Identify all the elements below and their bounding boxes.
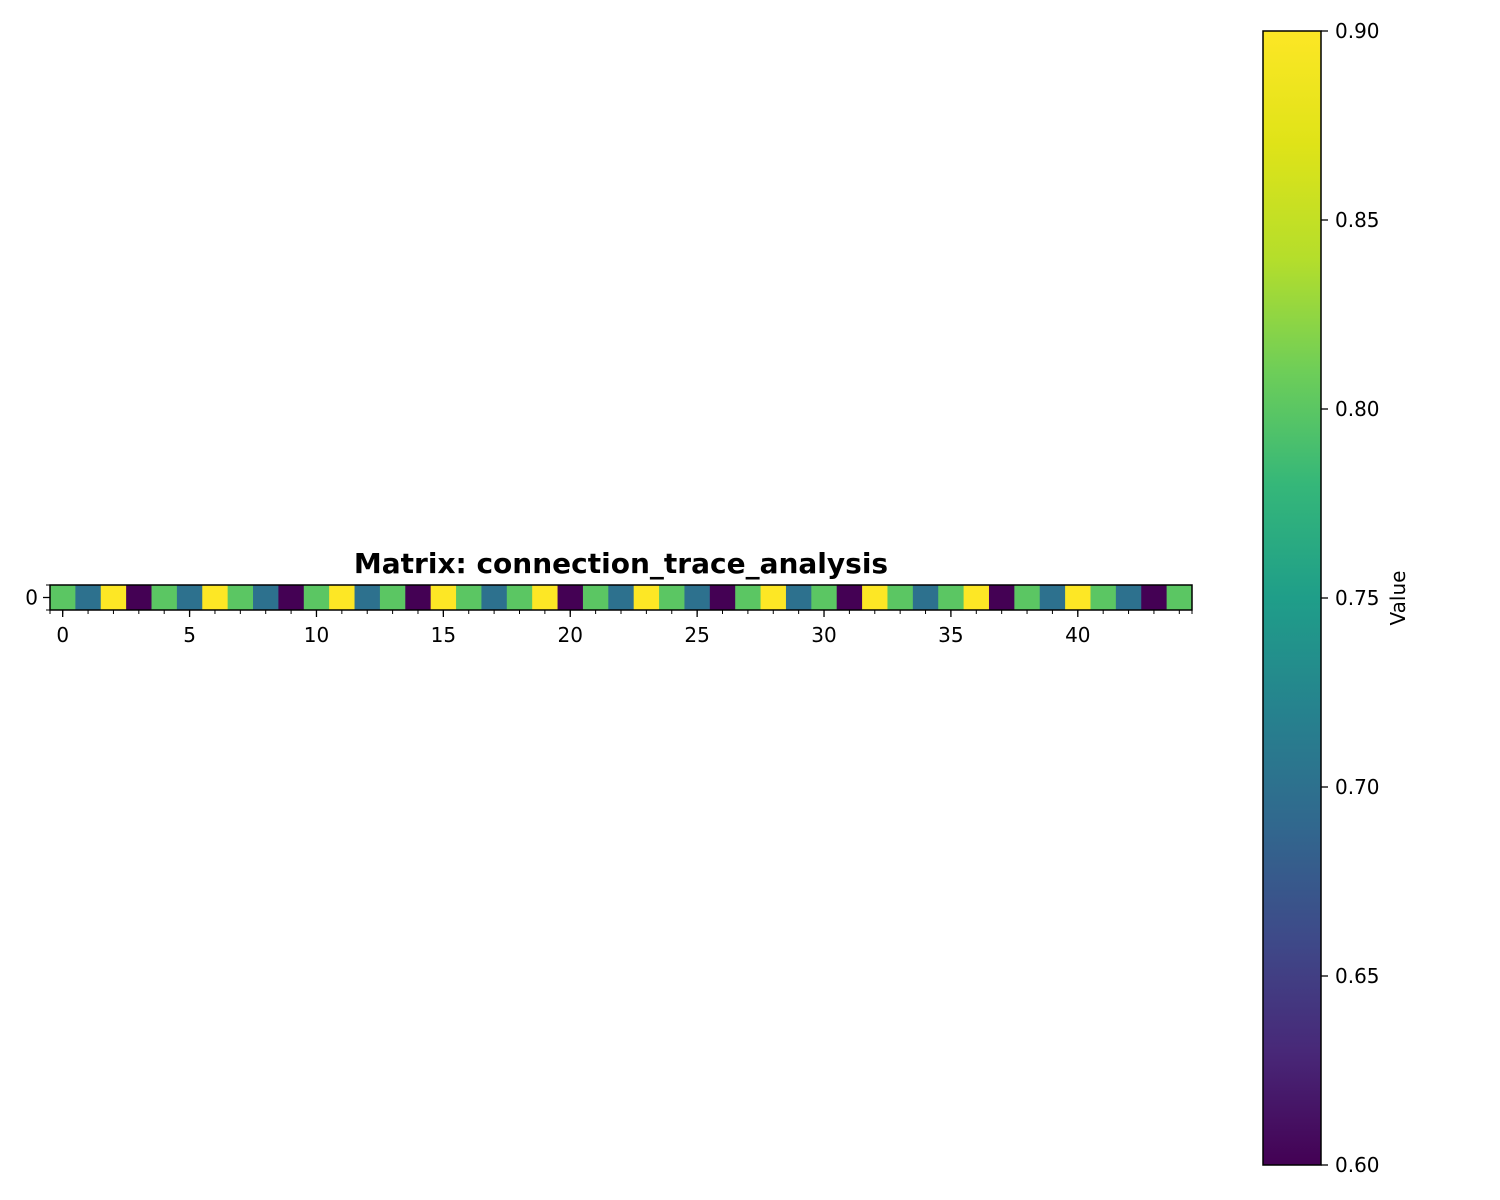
x-tick-label: 35 xyxy=(938,623,963,647)
colorbar-label: Value xyxy=(1386,571,1410,626)
heatmap-cell xyxy=(481,585,508,610)
heatmap-cell xyxy=(1014,585,1041,610)
heatmap-cell xyxy=(202,585,229,610)
heatmap-cell xyxy=(151,585,178,610)
colorbar-tick-label: 0.90 xyxy=(1335,19,1380,43)
heatmap-cell xyxy=(126,585,152,610)
heatmap-cell xyxy=(938,585,964,610)
heatmap-cell xyxy=(75,585,102,610)
heatmap-cell xyxy=(811,585,838,610)
colorbar-tick-label: 0.60 xyxy=(1335,1153,1380,1177)
heatmap-cell xyxy=(582,585,609,610)
heatmap-cell xyxy=(988,585,1015,610)
heatmap-cell xyxy=(684,585,711,610)
x-tick-label: 15 xyxy=(431,623,456,647)
heatmap-cell xyxy=(963,585,990,610)
heatmap-cells xyxy=(50,585,1193,610)
heatmap-cell xyxy=(506,585,533,610)
colorbar-tick-label: 0.65 xyxy=(1335,964,1380,988)
x-tick-label: 25 xyxy=(684,623,709,647)
heatmap-cell xyxy=(785,585,812,610)
heatmap-cell xyxy=(735,585,761,610)
heatmap-cell xyxy=(709,585,736,610)
colorbar-tick-label: 0.70 xyxy=(1335,775,1380,799)
heatmap-cell xyxy=(1090,585,1117,610)
heatmap-cell xyxy=(1166,585,1193,610)
heatmap-cell xyxy=(227,585,254,610)
heatmap-cell xyxy=(50,585,76,610)
colorbar xyxy=(1262,30,1322,1166)
colorbar-tick-label: 0.85 xyxy=(1335,208,1380,232)
heatmap-cell xyxy=(278,585,305,610)
chart-title: Matrix: connection_trace_analysis xyxy=(354,547,888,580)
heatmap-cell xyxy=(1039,585,1066,610)
x-tick-label: 5 xyxy=(183,623,196,647)
heatmap-cell xyxy=(862,585,888,610)
heatmap-cell xyxy=(887,585,914,610)
heatmap-cell xyxy=(430,585,457,610)
heatmap-cell xyxy=(1065,585,1091,610)
heatmap-cell xyxy=(557,585,584,610)
heatmap-cell xyxy=(176,585,203,610)
heatmap-cell xyxy=(912,585,939,610)
heatmap-cell xyxy=(329,585,355,610)
heatmap-cell xyxy=(608,585,635,610)
x-tick-label: 0 xyxy=(56,623,69,647)
x-tick-label: 10 xyxy=(304,623,329,647)
x-tick-label: 40 xyxy=(1065,623,1090,647)
colorbar-tick-label: 0.75 xyxy=(1335,586,1380,610)
heatmap-cell xyxy=(354,585,381,610)
heatmap-cell xyxy=(253,585,279,610)
heatmap-cell xyxy=(379,585,406,610)
heatmap-cell xyxy=(1141,585,1168,610)
x-axis: 0 5 10 15 20 25 30 35 40 xyxy=(49,610,1193,647)
heatmap-cell xyxy=(456,585,482,610)
heatmap-cell xyxy=(532,585,558,610)
colorbar-axis: 0.60 0.65 0.70 0.75 0.80 0.85 0.90 xyxy=(1321,19,1380,1177)
heatmap-cell xyxy=(100,585,127,610)
x-tick-label: 30 xyxy=(811,623,836,647)
heatmap-cell xyxy=(836,585,863,610)
x-tick-label: 20 xyxy=(558,623,583,647)
heatmap-cell xyxy=(405,585,432,610)
y-tick-label: 0 xyxy=(25,586,38,610)
heatmap-cell xyxy=(303,585,330,610)
heatmap-cell xyxy=(659,585,685,610)
heatmap-cell xyxy=(760,585,787,610)
y-axis: 0 xyxy=(25,584,50,611)
colorbar-tick-label: 0.80 xyxy=(1335,397,1380,421)
heatmap-cell xyxy=(633,585,660,610)
heatmap-cell xyxy=(1115,585,1142,610)
